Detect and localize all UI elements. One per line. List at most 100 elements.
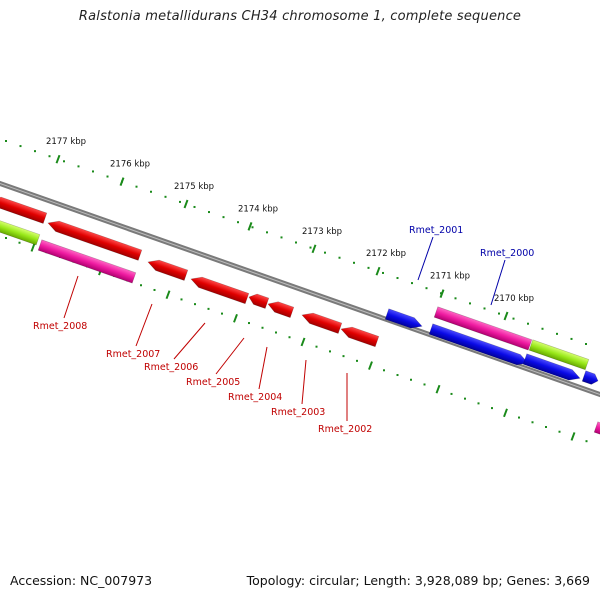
inner-dot [248, 322, 250, 325]
ruler-dot [324, 251, 326, 254]
ruler-dot [150, 190, 152, 193]
ruler-tick-label: 2176 kbp [110, 160, 150, 170]
ruler-dot [251, 226, 254, 229]
inner-dot [464, 397, 466, 400]
gene-label[interactable]: Rmet_2002 [318, 424, 372, 435]
inner-dot [450, 392, 453, 395]
rna-feature-green[interactable] [528, 339, 590, 371]
inner-dot [315, 345, 318, 348]
ruler-dot [585, 343, 587, 345]
ruler-tick-label: 2177 kbp [46, 137, 86, 147]
ruler-tick [503, 311, 509, 321]
ruler-tick [375, 266, 381, 276]
ruler: 2177 kbp 2176 kbp 2175 kbp 2174 kbp 2173 kbp… [5, 137, 587, 345]
inner-dot [153, 288, 156, 291]
rna-feature-magenta[interactable] [433, 306, 533, 351]
gene-label[interactable]: Rmet_2005 [186, 377, 240, 388]
ruler-dot [469, 302, 471, 305]
inner-dot [545, 426, 547, 428]
ruler-tick-label: 2170 kbp [494, 294, 534, 304]
gene-reverse[interactable] [189, 274, 250, 305]
ruler-tick-label: 2173 kbp [302, 227, 342, 237]
ruler-dot [266, 231, 268, 234]
leader-line [258, 346, 268, 390]
rna-feature-magenta[interactable] [37, 239, 137, 284]
ruler-dot [309, 246, 312, 249]
gene-forward[interactable] [384, 308, 424, 332]
ruler-dot [92, 170, 94, 173]
gene-forward[interactable] [522, 353, 582, 384]
ruler-dot [48, 155, 51, 158]
ruler-dot [483, 307, 486, 310]
map-title: Ralstonia metallidurans CH34 chromosome … [78, 9, 522, 24]
gene-forward[interactable] [428, 323, 530, 368]
ruler-tick [55, 154, 61, 164]
ruler-dot [222, 216, 225, 219]
gene-reverse[interactable] [46, 218, 143, 261]
inner-dot [275, 331, 277, 334]
inner-dot [288, 336, 291, 339]
gene-reverse[interactable] [339, 324, 380, 348]
leader-line [63, 275, 79, 319]
ruler-dot [498, 312, 500, 315]
inner-tick [435, 384, 441, 394]
gene-reverse[interactable] [0, 194, 48, 224]
ruler-dot [179, 200, 181, 203]
ruler-dot [338, 256, 341, 259]
ruler-dot [396, 277, 399, 280]
ruler-tick-label: 2172 kbp [366, 249, 406, 259]
ruler-dot [425, 287, 428, 290]
inner-tick [30, 243, 36, 252]
gene-reverse[interactable] [247, 292, 270, 309]
gene-label[interactable]: Rmet_2003 [271, 407, 325, 418]
rna-feature-green[interactable] [0, 217, 41, 246]
rna-feature-magenta[interactable] [593, 421, 600, 437]
ruler-dot [570, 337, 573, 340]
gene-label[interactable]: Rmet_2001 [409, 225, 463, 236]
gene-label[interactable]: Rmet_2000 [480, 248, 534, 259]
inner-dot [5, 237, 7, 239]
ruler-dot [5, 140, 7, 142]
gene-labels[interactable]: Rmet_2001 Rmet_2000 Rmet_2008 Rmet_2007 Rmet… [33, 225, 534, 435]
gene-label[interactable]: Rmet_2004 [228, 392, 282, 403]
inner-dot [194, 303, 196, 306]
inner-dot [585, 440, 588, 443]
inner-dot [423, 383, 426, 386]
leader-line [215, 337, 245, 375]
gene-reverse[interactable] [146, 257, 189, 281]
inner-tick [165, 290, 171, 300]
inner-dot [477, 402, 480, 405]
ruler-tick [183, 199, 189, 209]
ruler-dot [106, 175, 109, 178]
gene-label[interactable]: Rmet_2008 [33, 321, 87, 332]
ruler-dot [440, 292, 442, 295]
inner-tick [300, 337, 306, 347]
leader-line [490, 259, 506, 306]
ruler-tick [439, 289, 445, 298]
backbone [0, 180, 600, 398]
inner-tick [503, 408, 508, 418]
inner-dot [180, 298, 183, 301]
gene-reverse[interactable] [300, 310, 343, 334]
ruler-tick [119, 177, 125, 186]
leader-line [135, 303, 153, 347]
gene-label[interactable]: Rmet_2007 [106, 349, 160, 360]
inner-dot [558, 430, 561, 433]
ruler-dot [19, 145, 22, 148]
inner-dot [491, 407, 493, 410]
leader-line [301, 359, 307, 405]
gene-features[interactable] [0, 194, 600, 437]
ruler-dot [164, 195, 167, 198]
inner-dot [410, 378, 412, 381]
ruler-dot [512, 317, 515, 320]
gene-label[interactable]: Rmet_2006 [144, 362, 198, 373]
ruler-tick-label: 2171 kbp [430, 272, 470, 282]
inner-dot [140, 284, 142, 287]
inner-dot [329, 350, 331, 353]
topology-summary: Topology: circular; Length: 3,928,089 bp… [246, 573, 590, 588]
gene-forward[interactable] [581, 370, 600, 386]
inner-dot [207, 307, 210, 310]
ruler-dot [280, 236, 283, 239]
gene-reverse[interactable] [266, 299, 295, 318]
